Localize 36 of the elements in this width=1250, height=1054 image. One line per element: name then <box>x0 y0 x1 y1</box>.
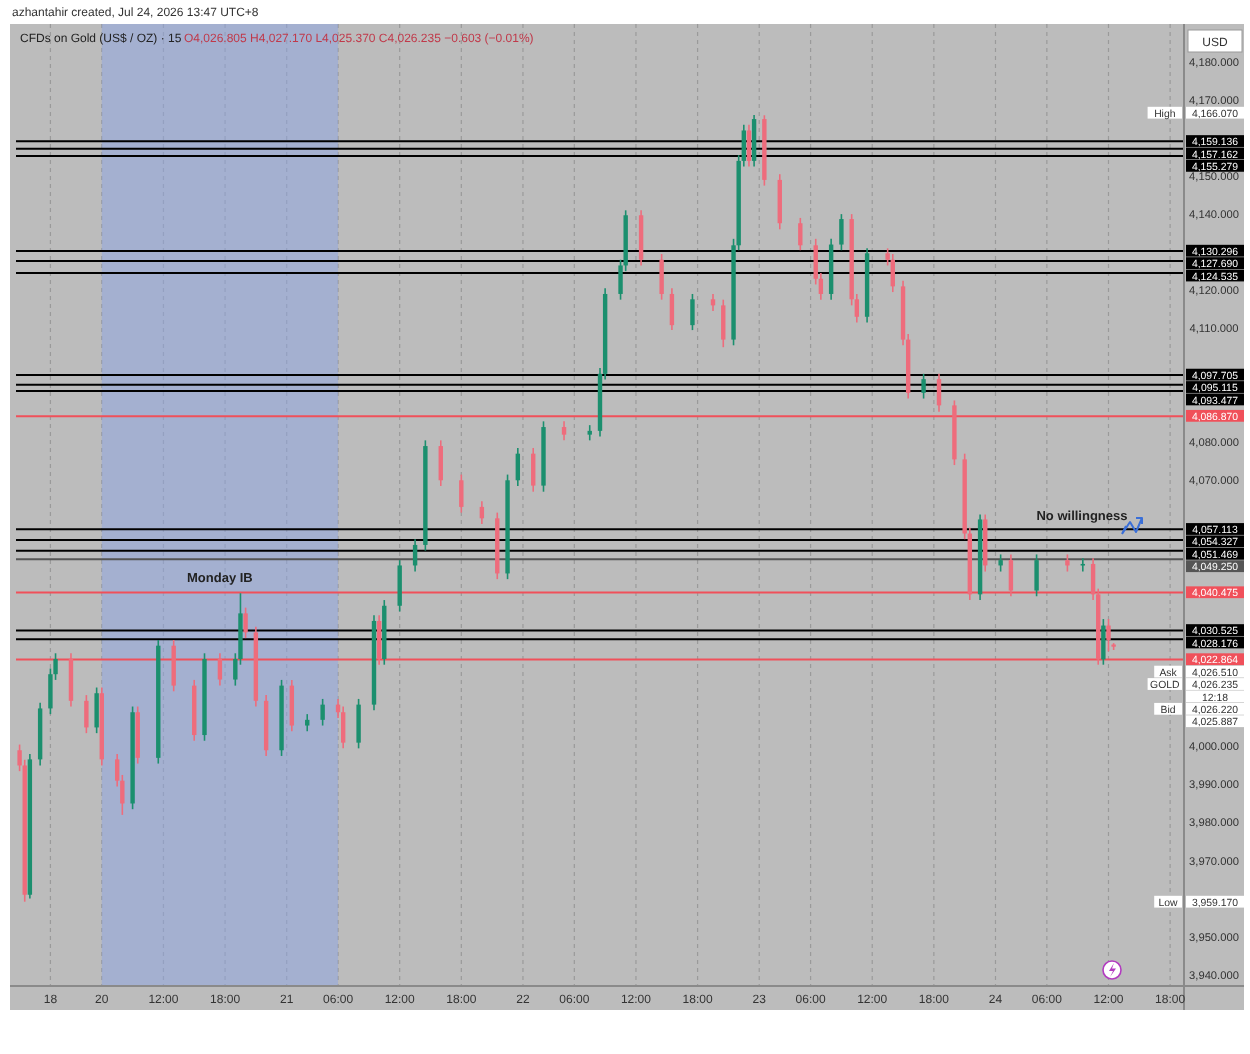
candlestick <box>746 123 752 168</box>
candlestick <box>921 373 926 400</box>
candlestick <box>1106 618 1111 653</box>
candlestick <box>438 439 443 487</box>
candlestick <box>587 424 592 442</box>
candlestick <box>1034 553 1039 598</box>
candlestick <box>356 698 361 750</box>
candlestick <box>798 217 803 252</box>
candlestick <box>135 705 140 765</box>
candlestick <box>459 473 464 514</box>
candlestick <box>561 420 567 442</box>
candlestick <box>243 606 248 639</box>
candlestick <box>94 686 99 734</box>
candlestick <box>531 447 536 493</box>
candlestick <box>1101 618 1106 666</box>
candlestick <box>376 614 382 666</box>
candlestick <box>983 513 988 573</box>
candlestick <box>777 173 782 231</box>
candlestick <box>289 679 295 733</box>
candlestick <box>397 559 402 613</box>
candlestick <box>839 213 844 252</box>
candlestick <box>68 652 74 708</box>
candlestick <box>1080 557 1086 573</box>
candlestick <box>340 705 346 750</box>
candlestick <box>690 293 695 331</box>
candlestick <box>721 298 726 348</box>
candlestick <box>1008 553 1014 598</box>
candlestick <box>751 114 757 168</box>
candlestick <box>638 209 644 267</box>
candlestick <box>84 694 89 734</box>
candlestick <box>217 652 223 687</box>
candlestick <box>171 639 176 693</box>
candlestick <box>669 287 675 331</box>
candlestick <box>936 373 942 413</box>
candlestick <box>320 698 325 727</box>
candlestick <box>659 253 664 301</box>
